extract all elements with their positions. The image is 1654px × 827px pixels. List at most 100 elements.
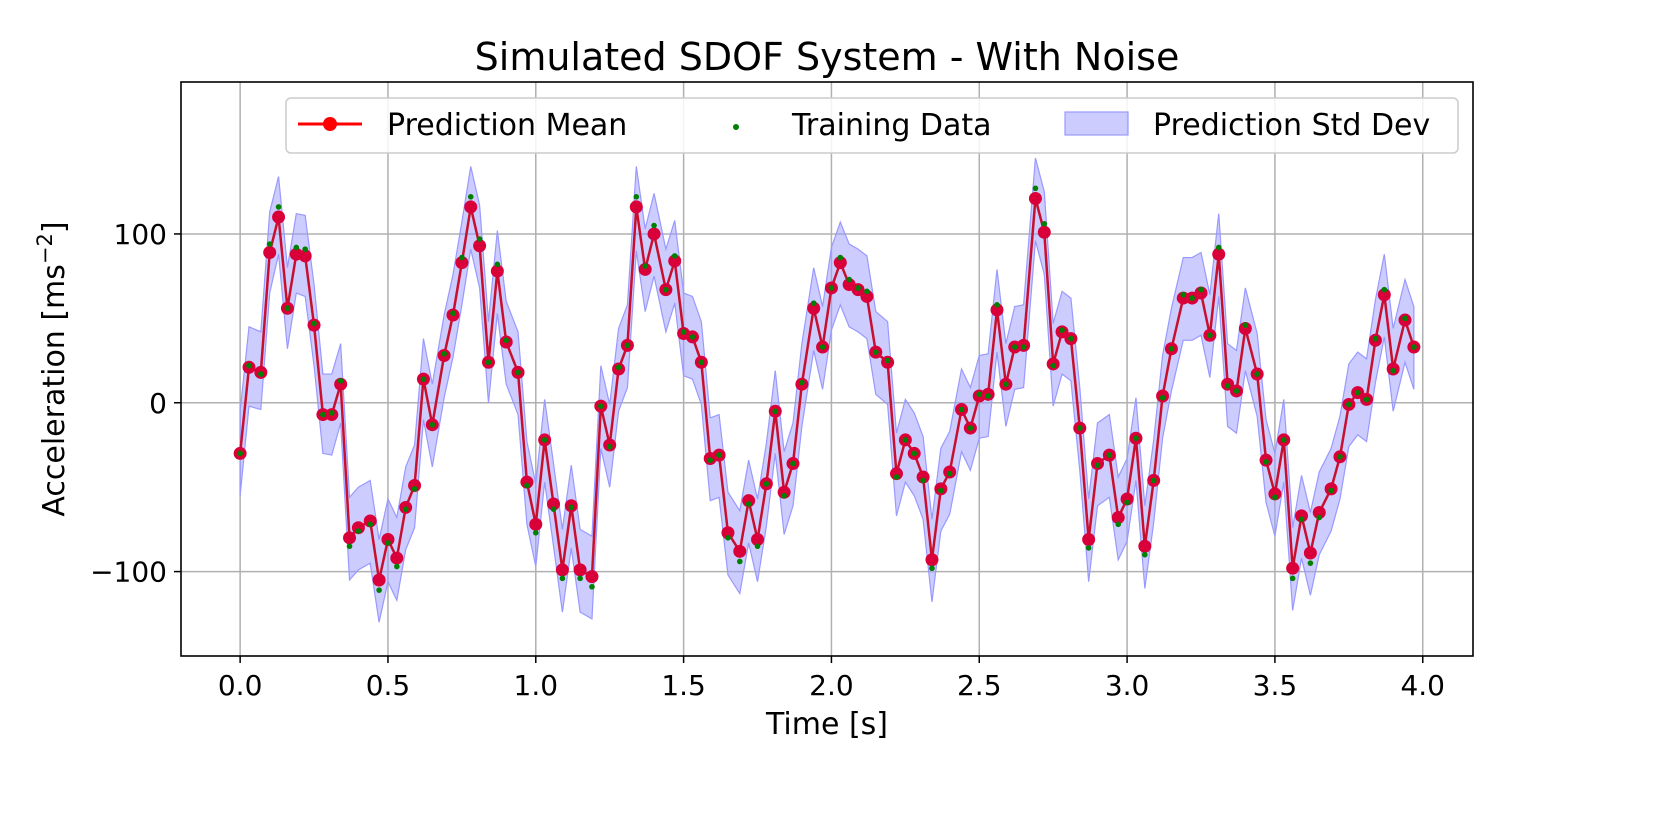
training-data-point — [367, 521, 374, 528]
prediction-mean-point — [889, 467, 903, 481]
x-tick-label: 0.5 — [366, 669, 411, 702]
training-data-point — [606, 443, 613, 450]
training-data-point — [559, 575, 566, 582]
prediction-mean-point — [1111, 511, 1125, 525]
y-tick-label: 0 — [149, 387, 167, 420]
training-data-point — [929, 565, 935, 572]
prediction-mean-point — [1286, 561, 1300, 575]
prediction-mean-point — [1295, 509, 1309, 523]
training-data-point — [911, 450, 918, 457]
training-data-point — [902, 437, 909, 443]
training-data-point — [736, 558, 743, 565]
training-data-point — [994, 302, 1000, 308]
training-data-point — [1115, 521, 1122, 528]
prediction-mean-point — [555, 563, 569, 577]
y-axis-label-superscript: −2 — [33, 233, 57, 264]
prediction-mean-point — [733, 544, 747, 558]
training-data-point — [884, 357, 891, 364]
training-data-point — [302, 246, 308, 252]
training-data-point — [1215, 244, 1222, 251]
training-data-point — [328, 410, 335, 416]
x-axis-label: Time [s] — [765, 707, 888, 742]
training-data-point — [411, 486, 418, 492]
training-data-point — [754, 543, 761, 550]
training-data-point — [837, 254, 844, 261]
prediction-mean-point — [529, 517, 543, 531]
training-data-point — [346, 543, 353, 550]
prediction-mean-point — [372, 573, 386, 587]
training-data-point — [716, 452, 722, 458]
training-data-point — [246, 362, 252, 369]
prediction-mean-point — [573, 563, 587, 577]
training-data-point — [429, 421, 436, 428]
prediction-mean-point — [1212, 247, 1226, 261]
prediction-mean-point — [334, 377, 348, 391]
training-data-point — [1180, 291, 1187, 298]
training-data-point — [1059, 327, 1065, 333]
prediction-mean-point — [721, 526, 735, 540]
training-data-point — [1003, 381, 1009, 387]
training-data-point — [772, 408, 779, 415]
training-data-point — [503, 337, 510, 344]
x-tick-label: 1.5 — [661, 669, 706, 702]
prediction-mean-point — [1082, 533, 1096, 547]
prediction-mean-point — [263, 246, 277, 260]
training-data-point — [1032, 185, 1039, 192]
prediction-mean-point — [455, 256, 469, 270]
training-data-point — [1224, 383, 1231, 389]
training-data-point — [515, 369, 521, 376]
prediction-mean-point — [351, 521, 365, 535]
prediction-mean-point — [520, 475, 534, 489]
training-data-point — [819, 344, 826, 350]
training-data-point — [524, 482, 530, 489]
prediction-mean-point — [990, 303, 1004, 317]
prediction-mean-point — [390, 551, 404, 565]
prediction-mean-point — [1303, 546, 1317, 560]
prediction-mean-point — [1028, 191, 1042, 205]
legend-label-prediction-std-dev: Prediction Std Dev — [1153, 108, 1430, 143]
prediction-mean-point — [1238, 321, 1252, 335]
prediction-mean-point — [807, 301, 821, 315]
prediction-mean-point — [742, 494, 756, 508]
training-data-point — [1242, 322, 1249, 328]
training-data-point — [707, 457, 714, 463]
training-data-point — [1354, 389, 1361, 396]
prediction-mean-point — [925, 553, 939, 567]
training-data-point — [450, 310, 456, 317]
y-axis-ticks: −100 0 100 — [90, 218, 181, 589]
training-data-point — [680, 329, 687, 335]
training-data-point — [1198, 286, 1204, 293]
training-data-point — [1289, 575, 1296, 582]
training-data-point — [1142, 551, 1148, 558]
training-data-point — [1298, 516, 1305, 523]
training-data-point — [237, 450, 243, 457]
prediction-mean-point — [860, 289, 874, 303]
prediction-mean-point — [490, 264, 504, 278]
training-data-point — [293, 244, 300, 251]
training-data-point — [651, 222, 657, 229]
training-data-point — [1390, 367, 1396, 374]
training-data-point — [532, 529, 539, 536]
training-data-point — [385, 540, 391, 546]
prediction-mean-point — [777, 485, 791, 499]
training-data-point — [1041, 221, 1048, 227]
training-data-point — [476, 236, 483, 242]
training-data-point — [311, 320, 317, 327]
training-data-point — [855, 285, 861, 291]
prediction-mean-point — [272, 210, 286, 224]
training-data-point — [1272, 494, 1278, 501]
prediction-mean-point — [638, 262, 652, 276]
training-data-point — [568, 504, 575, 511]
training-data-point — [1233, 388, 1240, 394]
prediction-mean-point — [473, 239, 487, 253]
training-data-point — [1363, 396, 1370, 403]
training-data-point — [258, 371, 264, 377]
prediction-mean-point — [1120, 492, 1134, 506]
training-data-point — [1207, 332, 1213, 339]
y-axis-label: Acceleration [ms−2] — [33, 221, 72, 516]
y-axis-label-end: ] — [37, 221, 72, 233]
training-data-point — [938, 487, 944, 494]
training-data-point — [1189, 295, 1195, 301]
prediction-mean-point — [1377, 288, 1391, 302]
prediction-mean-point — [363, 514, 377, 528]
